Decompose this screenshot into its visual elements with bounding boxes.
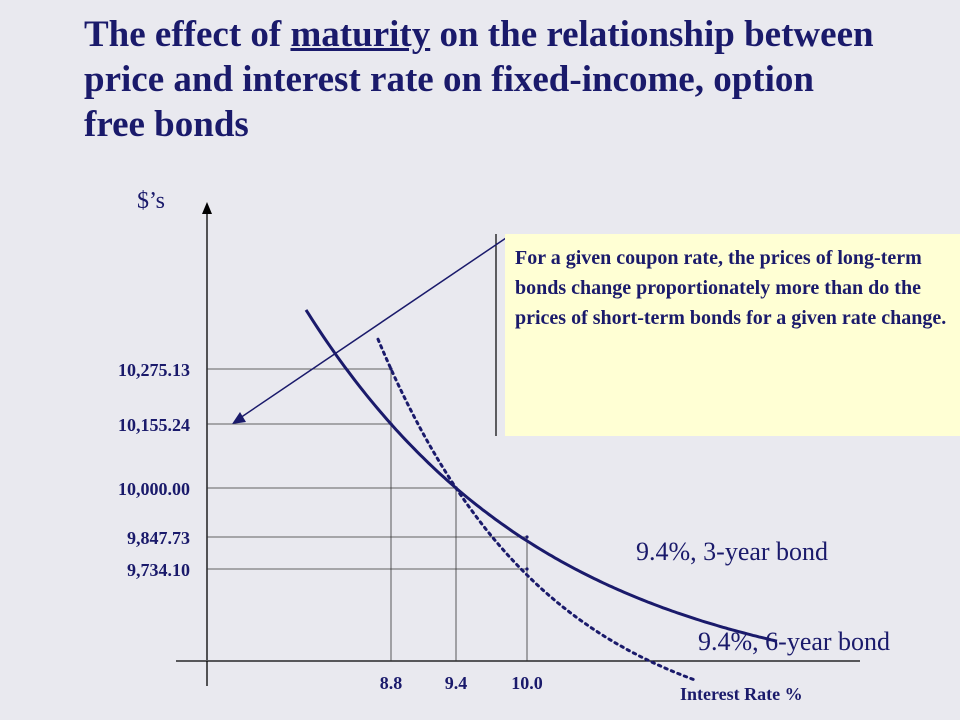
x-axis-label: Interest Rate % (680, 684, 803, 704)
series-6-year-point (389, 367, 393, 371)
title-emphasis: maturity (290, 14, 431, 55)
series-3-year-label: 9.4%, 3-year bond (636, 537, 828, 566)
y-axis-arrow (202, 202, 212, 214)
x-tick-label: 9.4 (445, 673, 468, 693)
title-after: on the relationship between price and in… (84, 14, 874, 145)
x-tick-label: 10.0 (511, 673, 543, 693)
series-3-year-point (389, 422, 393, 426)
y-tick-label: 10,155.24 (118, 415, 190, 435)
series-3-year-point (525, 535, 529, 539)
callout-text: For a given coupon rate, the prices of l… (515, 247, 947, 329)
y-axis-label: $’s (137, 188, 165, 214)
callout-box: For a given coupon rate, the prices of l… (505, 234, 960, 436)
series-3-year-line (304, 309, 778, 643)
series-6-year-line (376, 337, 698, 682)
slide-title: The effect of maturity on the relationsh… (84, 12, 884, 147)
callout-pointer (239, 237, 507, 419)
y-tick-label: 9,734.10 (127, 560, 190, 580)
series-6-year-label: 9.4%, 6-year bond (698, 627, 890, 656)
series-6-year-point (525, 567, 529, 571)
callout-pointer-arrowhead (232, 412, 246, 424)
y-tick-label: 10,000.00 (118, 479, 190, 499)
x-tick-label: 8.8 (380, 673, 403, 693)
title-before: The effect of (84, 14, 291, 55)
y-tick-label: 10,275.13 (118, 360, 190, 380)
series-6-year-point (454, 486, 458, 490)
y-tick-label: 9,847.73 (127, 528, 190, 548)
